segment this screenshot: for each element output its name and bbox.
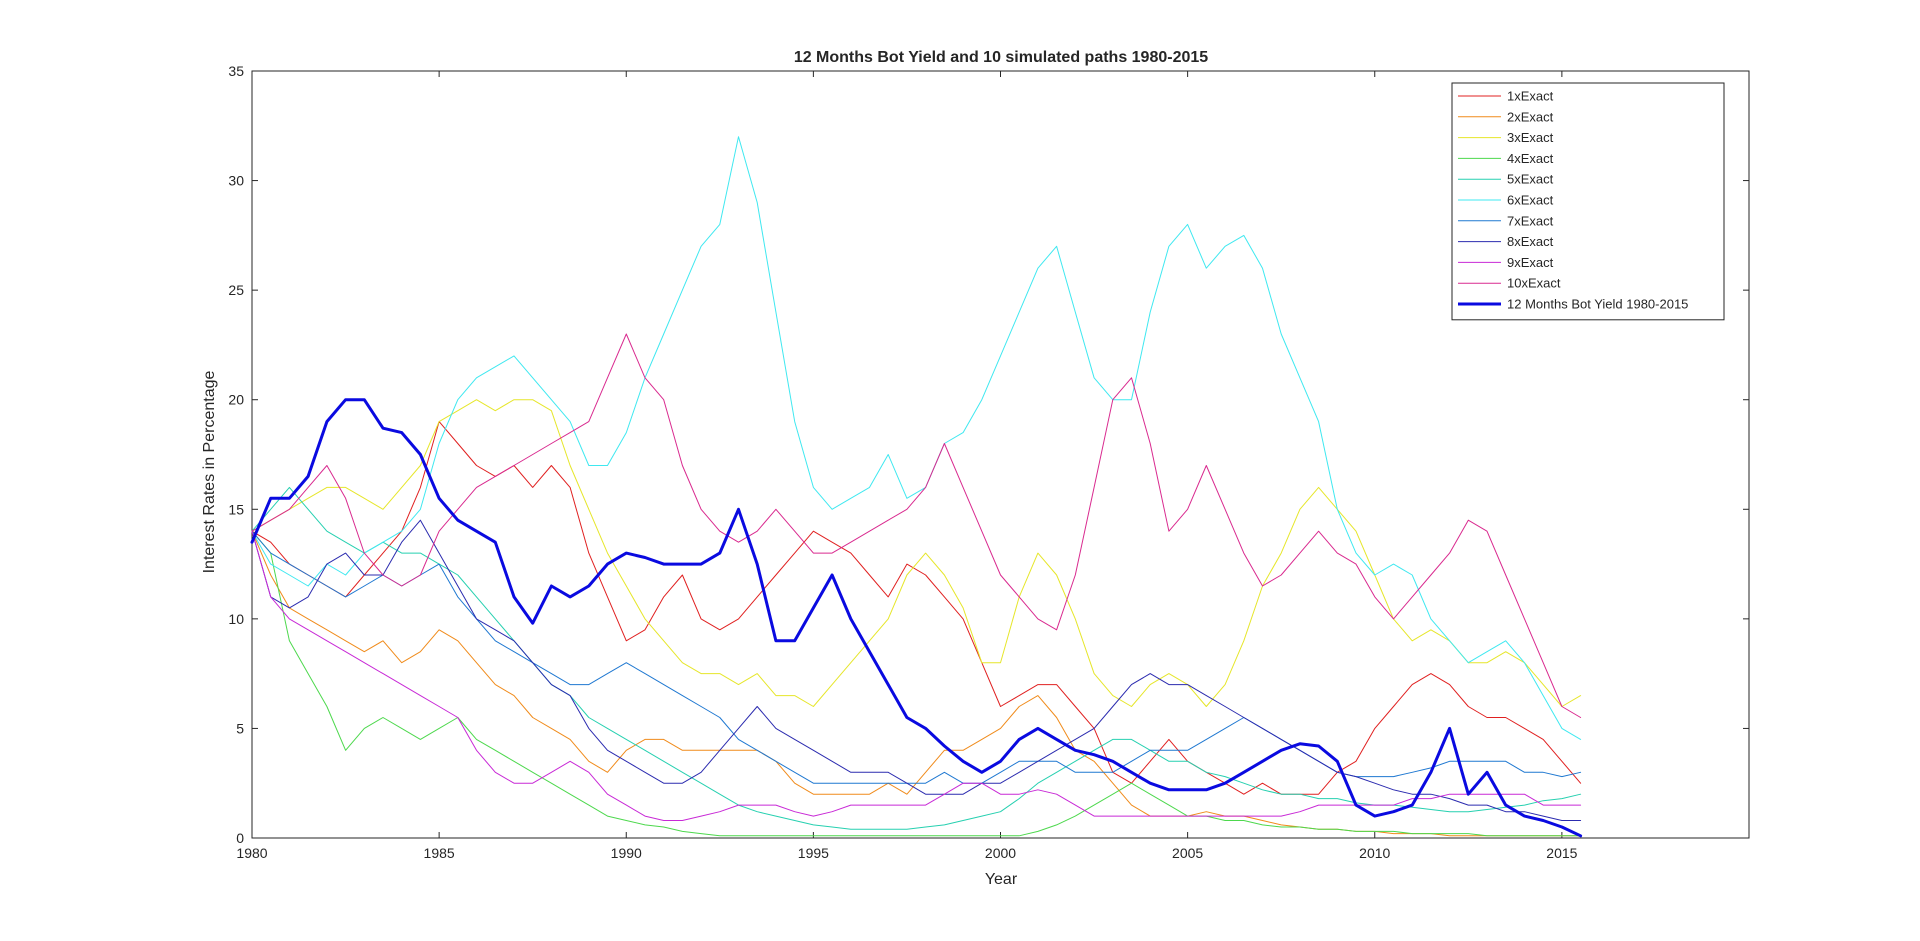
- x-tick-label: 1980: [236, 845, 267, 861]
- y-tick-label: 5: [236, 720, 244, 736]
- legend-label: 2xExact: [1507, 109, 1554, 124]
- x-tick-label: 2015: [1546, 845, 1577, 861]
- legend-label: 7xExact: [1507, 213, 1554, 228]
- x-tick-label: 2005: [1172, 845, 1203, 861]
- y-tick-label: 20: [228, 392, 244, 408]
- chart-title: 12 Months Bot Yield and 10 simulated pat…: [794, 49, 1208, 66]
- x-tick-label: 2010: [1359, 845, 1390, 861]
- series-lines: [250, 136, 1583, 838]
- legend-label: 6xExact: [1507, 193, 1554, 208]
- legend-label: 3xExact: [1507, 130, 1554, 145]
- legend-label: 12 Months Bot Yield 1980-2015: [1507, 297, 1688, 312]
- y-tick-label: 15: [228, 501, 244, 517]
- series-line-9: [251, 530, 1582, 821]
- series-line-4: [251, 530, 1582, 837]
- series-line-7: [251, 530, 1582, 784]
- x-tick-label: 1990: [611, 845, 642, 861]
- series-line-1: [251, 421, 1582, 795]
- y-tick-label: 30: [228, 173, 244, 189]
- series-line-6: [251, 136, 1582, 740]
- x-tick-label: 1985: [424, 845, 455, 861]
- series-line-5: [251, 486, 1582, 830]
- legend-label: 5xExact: [1507, 172, 1554, 187]
- series-line-10: [251, 333, 1582, 718]
- series-line-2: [251, 530, 1582, 837]
- y-tick-label: 25: [228, 282, 244, 298]
- legend-label: 8xExact: [1507, 234, 1554, 249]
- y-tick-label: 35: [228, 63, 244, 79]
- legend-label: 10xExact: [1507, 276, 1561, 291]
- axes: 1980 1985 1990 1995 2000 2005 2010 2015 0 5 10 15 20…: [228, 63, 1750, 861]
- y-axis-label: Interest Rates in Percentage: [201, 371, 218, 574]
- legend-label: 1xExact: [1507, 89, 1554, 104]
- legend: 1xExact 2xExact 3xExact 4xExact 5xExact 6xExa…: [1451, 82, 1725, 321]
- legend-label: 4xExact: [1507, 151, 1554, 166]
- legend-box: [1451, 82, 1725, 321]
- series-line-8: [251, 519, 1582, 821]
- y-tick-label: 10: [228, 611, 244, 627]
- x-axis-label: Year: [985, 871, 1018, 888]
- y-tick-label: 0: [236, 830, 244, 846]
- x-tick-label: 2000: [985, 845, 1016, 861]
- series-line-11: [250, 398, 1583, 838]
- x-tick-label: 1995: [798, 845, 829, 861]
- legend-label: 9xExact: [1507, 255, 1554, 270]
- series-line-3: [251, 399, 1582, 707]
